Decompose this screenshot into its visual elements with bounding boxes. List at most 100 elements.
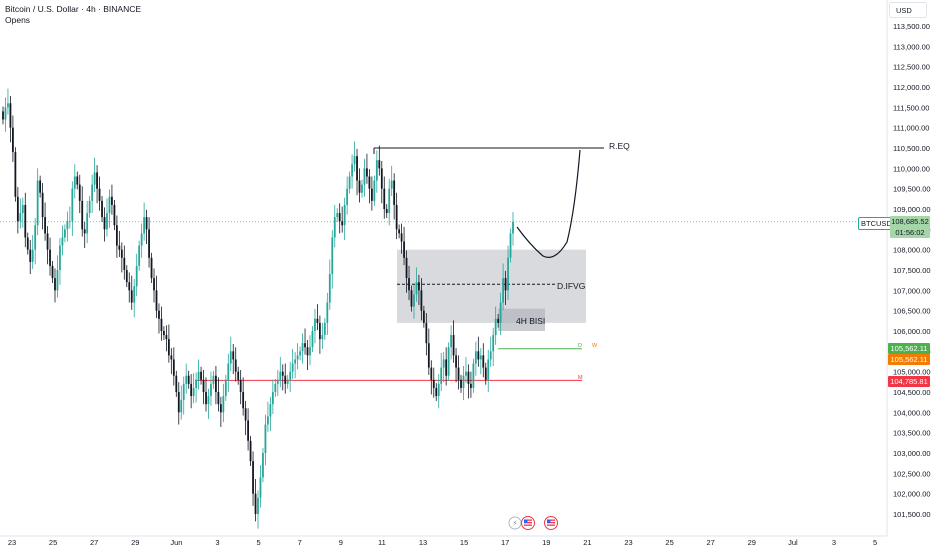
price-tick-label: 105,000.00 bbox=[893, 368, 931, 377]
zones-layer bbox=[397, 249, 586, 331]
candle-body bbox=[227, 363, 230, 380]
candle-body bbox=[39, 180, 42, 193]
candle-body bbox=[415, 282, 418, 295]
candle-body bbox=[333, 217, 336, 238]
candle-body bbox=[12, 127, 14, 153]
candle-body bbox=[373, 180, 376, 201]
price-tick-label: 112,500.00 bbox=[893, 63, 930, 72]
candle-body bbox=[76, 176, 79, 185]
candle-body bbox=[262, 453, 264, 478]
candle-body bbox=[395, 204, 398, 230]
candle-body bbox=[467, 371, 470, 384]
candle-body bbox=[120, 249, 123, 258]
date-tick-label: 19 bbox=[542, 538, 550, 547]
candle-body bbox=[279, 371, 282, 380]
candle-body bbox=[242, 392, 245, 409]
candle-body bbox=[81, 200, 84, 230]
currency-selector[interactable]: USD bbox=[889, 2, 927, 18]
date-tick-label: 3 bbox=[832, 538, 836, 547]
candle-body bbox=[4, 107, 7, 120]
price-tick-label: 113,000.00 bbox=[893, 42, 930, 51]
price-tick-label: 104,000.00 bbox=[893, 408, 931, 417]
candle-body bbox=[155, 290, 158, 311]
candle-body bbox=[326, 302, 329, 323]
us-flag-icon[interactable] bbox=[521, 516, 535, 530]
bisi-label[interactable]: 4H BISI bbox=[516, 316, 546, 326]
candle-body bbox=[309, 347, 311, 356]
candle-body bbox=[422, 310, 425, 323]
date-tick-label: 9 bbox=[339, 538, 343, 547]
candle-body bbox=[487, 359, 490, 380]
candle-body bbox=[331, 237, 334, 275]
candle-body bbox=[210, 383, 212, 397]
date-tick-label: 25 bbox=[665, 538, 673, 547]
candle-body bbox=[435, 387, 438, 397]
price-tick-label: 109,500.00 bbox=[893, 185, 931, 194]
candle-body bbox=[259, 477, 262, 498]
candle-body bbox=[217, 392, 220, 405]
dfvg-label[interactable]: D.IFVG bbox=[557, 281, 586, 291]
candle-body bbox=[143, 217, 146, 234]
candle-body bbox=[59, 245, 61, 270]
candle-body bbox=[455, 355, 457, 368]
candle-body bbox=[338, 213, 341, 222]
candle-body bbox=[504, 278, 507, 291]
candle-body bbox=[106, 213, 108, 230]
req-label[interactable]: R.EQ bbox=[609, 141, 630, 151]
svg-text:⚡: ⚡ bbox=[513, 520, 518, 528]
indicator-name[interactable]: Opens bbox=[5, 15, 31, 25]
bar-countdown: 01:56:02 bbox=[895, 228, 925, 237]
candle-body bbox=[318, 322, 321, 340]
candle-body bbox=[470, 383, 472, 388]
candle-body bbox=[447, 347, 450, 376]
candle-body bbox=[128, 282, 131, 291]
candle-body bbox=[56, 270, 59, 291]
price-tick-label: 106,500.00 bbox=[893, 307, 931, 316]
price-tick-label: 106,000.00 bbox=[893, 327, 931, 336]
candle-body bbox=[160, 318, 163, 331]
candle-body bbox=[150, 257, 153, 279]
last-price: 108,685.52 bbox=[891, 217, 929, 226]
candle-body bbox=[410, 290, 413, 307]
us-flag-icon[interactable] bbox=[544, 516, 558, 530]
candle-body bbox=[257, 497, 259, 514]
price-tick-label: 110,500.00 bbox=[893, 144, 930, 153]
date-tick-label: 29 bbox=[131, 538, 139, 547]
symbol-title[interactable]: Bitcoin / U.S. Dollar · 4h · BINANCE bbox=[5, 4, 142, 14]
candle-body bbox=[215, 375, 217, 392]
weekly-open-label: W bbox=[592, 343, 598, 349]
candle-body bbox=[430, 367, 433, 380]
candle-body bbox=[123, 257, 126, 270]
date-tick-label: 29 bbox=[748, 538, 756, 547]
candle-body bbox=[133, 286, 136, 303]
candle-body bbox=[49, 249, 51, 266]
price-tick-label: 103,000.00 bbox=[893, 449, 931, 458]
event-icon[interactable]: ⚡ bbox=[508, 516, 522, 530]
candle-body bbox=[190, 383, 193, 397]
candle-body bbox=[197, 371, 200, 380]
candle-body bbox=[207, 396, 210, 405]
candle-body bbox=[356, 156, 358, 181]
candle-body bbox=[172, 359, 175, 376]
event-icons[interactable]: ⚡ bbox=[508, 516, 558, 530]
candle-body bbox=[465, 371, 467, 376]
date-tick-label: 21 bbox=[583, 538, 591, 547]
candle-body bbox=[101, 200, 103, 218]
candle-body bbox=[96, 172, 98, 189]
candle-body bbox=[289, 371, 292, 380]
candle-body bbox=[366, 168, 368, 177]
date-tick-label: 13 bbox=[419, 538, 427, 547]
candle-body bbox=[51, 265, 54, 279]
date-tick-label: 15 bbox=[460, 538, 468, 547]
candle-body bbox=[111, 196, 113, 205]
candle-body bbox=[284, 375, 287, 384]
orange-level-price: 105,562.11 bbox=[888, 354, 930, 365]
candle-body bbox=[385, 209, 388, 214]
candle-body bbox=[363, 168, 366, 185]
candle-body bbox=[425, 322, 428, 344]
candle-body bbox=[31, 249, 34, 262]
candle-body bbox=[450, 335, 453, 348]
candle-body bbox=[457, 367, 460, 380]
candle-body bbox=[403, 241, 405, 258]
